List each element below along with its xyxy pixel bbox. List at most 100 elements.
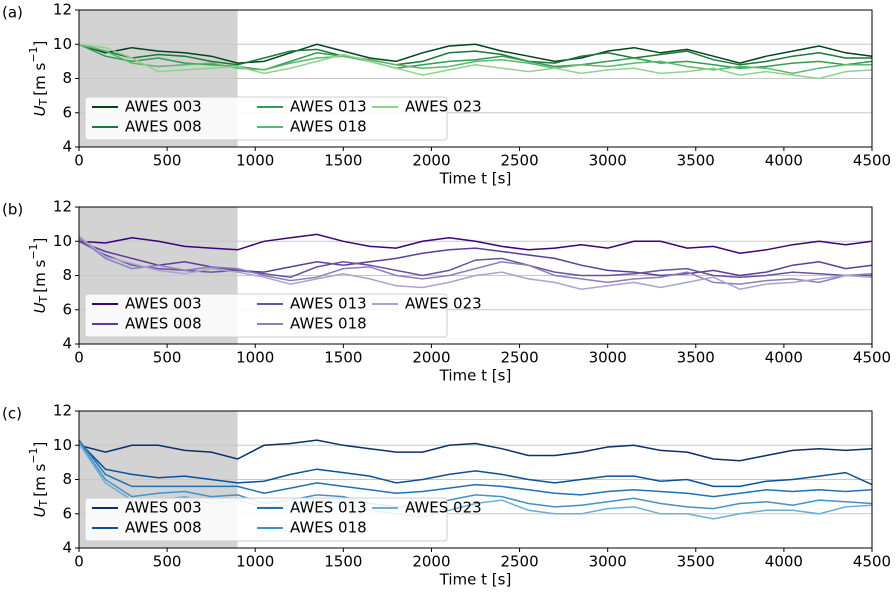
y-tick-label: 10	[53, 232, 72, 250]
x-tick-label: 1000	[236, 349, 274, 367]
x-tick-label: 3000	[589, 553, 627, 571]
x-tick-label: 1500	[324, 152, 362, 170]
x-tick-label: 0	[74, 152, 84, 170]
y-tick-label: 8	[62, 69, 72, 87]
series-line	[78, 43, 873, 71]
series-line	[78, 439, 873, 462]
x-tick-label: 500	[153, 553, 182, 571]
legend-label: AWES 013	[290, 98, 367, 116]
legend-box	[84, 96, 448, 141]
legend-label: AWES 008	[125, 315, 202, 333]
y-tick-label: 8	[62, 470, 72, 488]
x-tick-label: 1000	[236, 152, 274, 170]
y-tick-label: 12	[53, 198, 72, 216]
series-line	[78, 237, 873, 285]
x-tick-label: 4000	[765, 553, 803, 571]
legend-box	[84, 293, 448, 338]
series-line	[78, 441, 873, 510]
series-line	[78, 43, 872, 66]
x-axis-label: Time t [s]	[439, 170, 512, 188]
legend-label: AWES 018	[290, 118, 367, 136]
series-line	[78, 43, 873, 64]
x-axis-label: Time t [s]	[439, 367, 512, 385]
y-label-unit: [m s	[31, 62, 49, 95]
y-label-end: ]	[31, 442, 49, 448]
y-label-unit: [m s	[31, 463, 49, 496]
plot-frame	[78, 9, 873, 148]
y-axis-label: UT [m s−1]	[27, 41, 50, 117]
series-line	[78, 235, 873, 290]
y-tick-label: 4	[62, 138, 72, 156]
y-label-subscript: T	[37, 499, 50, 507]
y-label-subscript: T	[37, 295, 50, 303]
x-tick-label: 500	[153, 349, 182, 367]
y-axis-label: UT [m s−1]	[27, 442, 50, 518]
panel: 4 6 8 10 12 0 500 1000 1500 2000 2500 3000 3500 4000 4…	[2, 1, 891, 188]
x-tick-label: 2500	[500, 553, 538, 571]
y-label-symbol: U	[31, 506, 49, 517]
legend-label: AWES 013	[290, 499, 367, 517]
series-line	[78, 240, 872, 278]
y-tick-label: 12	[53, 1, 72, 19]
x-tick-label: 2500	[500, 152, 538, 170]
legend-box	[84, 497, 448, 542]
x-tick-label: 2500	[500, 349, 538, 367]
y-label-superscript: −1	[27, 243, 40, 259]
x-tick-label: 3500	[677, 152, 715, 170]
series-line	[78, 43, 873, 80]
y-label-end: ]	[31, 238, 49, 244]
panel-label: (b)	[2, 201, 23, 219]
legend-label: AWES 003	[125, 295, 202, 313]
y-label-symbol: U	[31, 105, 49, 116]
x-tick-label: 4000	[765, 152, 803, 170]
x-tick-label: 4000	[765, 349, 803, 367]
y-tick-label: 6	[62, 103, 72, 121]
x-tick-label: 1500	[324, 349, 362, 367]
y-label-superscript: −1	[27, 447, 40, 463]
x-tick-label: 3500	[677, 553, 715, 571]
y-label-unit: [m s	[31, 259, 49, 292]
x-tick-label: 1500	[324, 553, 362, 571]
y-tick-label: 8	[62, 266, 72, 284]
legend-label: AWES 023	[405, 499, 482, 517]
x-axis-label: Time t [s]	[439, 571, 512, 589]
legend-label: AWES 018	[290, 315, 367, 333]
series-line	[78, 439, 873, 498]
y-label-subscript: T	[37, 98, 50, 106]
x-tick-label: 3500	[677, 349, 715, 367]
y-label-symbol: U	[31, 302, 49, 313]
series-line	[78, 441, 873, 488]
panel: 4 6 8 10 12 0 500 1000 1500 2000 2500 3000 3500 4000 4…	[2, 402, 891, 589]
x-tick-label: 4500	[853, 152, 891, 170]
x-tick-label: 0	[74, 349, 84, 367]
legend-label: AWES 008	[125, 118, 202, 136]
plot-frame	[78, 206, 873, 345]
x-tick-label: 2000	[412, 152, 450, 170]
panel: 4 6 8 10 12 0 500 1000 1500 2000 2500 3000 3500 4000 4…	[2, 198, 891, 385]
y-tick-label: 4	[62, 335, 72, 353]
y-tick-label: 6	[62, 504, 72, 522]
legend-label: AWES 023	[405, 98, 482, 116]
series-line	[78, 233, 873, 254]
x-tick-label: 2000	[412, 553, 450, 571]
legend-label: AWES 003	[125, 98, 202, 116]
y-tick-label: 10	[53, 35, 72, 53]
x-tick-label: 4500	[853, 349, 891, 367]
panel-label: (a)	[2, 4, 23, 22]
x-tick-label: 0	[74, 553, 84, 571]
y-tick-label: 4	[62, 539, 72, 557]
x-tick-label: 2000	[412, 349, 450, 367]
legend-label: AWES 008	[125, 519, 202, 537]
x-tick-label: 1000	[236, 553, 274, 571]
y-tick-label: 6	[62, 300, 72, 318]
legend-label: AWES 023	[405, 295, 482, 313]
x-tick-label: 3000	[589, 152, 627, 170]
legend-label: AWES 003	[125, 499, 202, 517]
legend-label: AWES 018	[290, 519, 367, 537]
y-axis-label: UT [m s−1]	[27, 238, 50, 314]
panel-label: (c)	[2, 405, 22, 423]
y-tick-label: 10	[53, 436, 72, 454]
x-tick-label: 500	[153, 152, 182, 170]
x-tick-label: 4500	[853, 553, 891, 571]
